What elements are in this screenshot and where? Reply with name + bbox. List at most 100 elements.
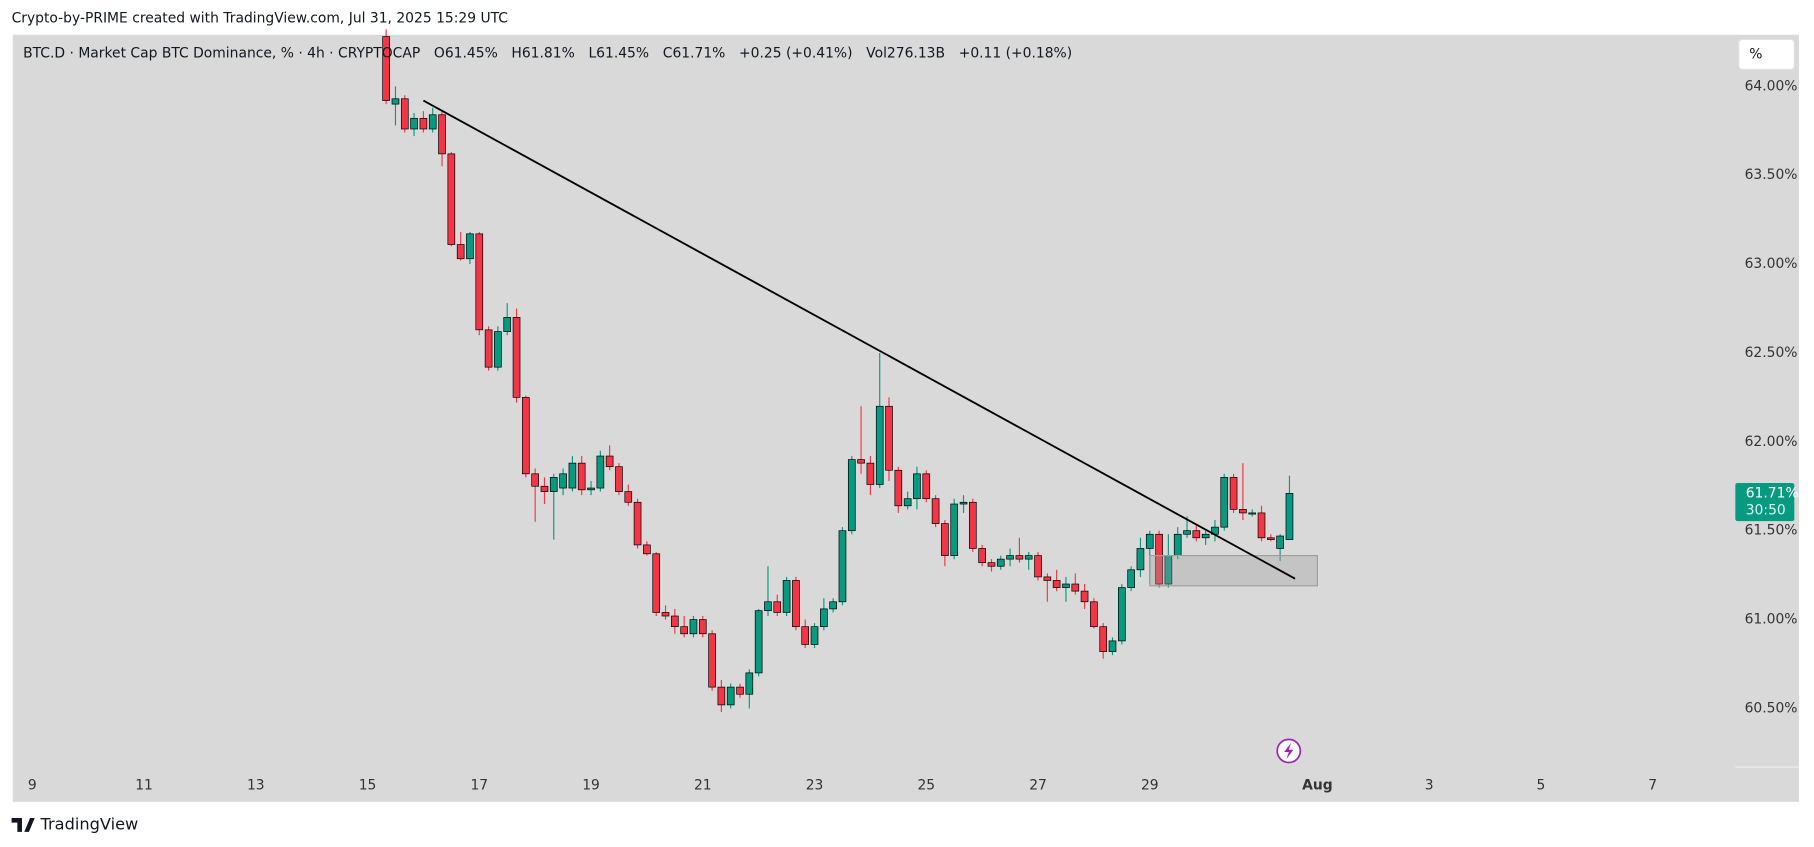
candle-body bbox=[736, 686, 744, 695]
candle-body bbox=[950, 503, 959, 556]
candle-body bbox=[894, 469, 903, 507]
candle-body bbox=[661, 612, 670, 617]
y-tick-label: 61.00% bbox=[1745, 612, 1798, 628]
candle-body bbox=[382, 36, 390, 101]
x-tick-label: 7 bbox=[1648, 778, 1657, 794]
candle-body bbox=[410, 117, 418, 130]
candle-body bbox=[1145, 533, 1154, 549]
candle-body bbox=[503, 317, 512, 332]
candle-body bbox=[1034, 555, 1042, 578]
candle-body bbox=[466, 233, 474, 260]
candle-body bbox=[1024, 555, 1033, 560]
legend-open: O61.45% bbox=[434, 45, 498, 61]
candle-body bbox=[847, 459, 856, 532]
x-tick-label: 25 bbox=[917, 778, 935, 794]
legend-low: L61.45% bbox=[588, 45, 649, 61]
candle-body bbox=[475, 233, 484, 331]
candle-body bbox=[708, 633, 716, 688]
candle-body bbox=[885, 405, 893, 471]
candle-body bbox=[810, 626, 819, 645]
candle-body bbox=[624, 491, 633, 503]
candle-body bbox=[1276, 535, 1284, 549]
candle-body bbox=[512, 317, 521, 398]
candle-body bbox=[1090, 601, 1098, 628]
candle-body bbox=[540, 485, 549, 492]
candle-body bbox=[587, 487, 595, 491]
x-tick-label: 21 bbox=[694, 778, 712, 794]
unit-button-label[interactable]: % bbox=[1749, 46, 1762, 62]
candle-body bbox=[484, 329, 493, 368]
candle-body bbox=[1173, 533, 1182, 556]
x-tick-label: 11 bbox=[135, 778, 153, 794]
candle-body bbox=[866, 462, 875, 485]
legend-volume: Vol276.13B bbox=[866, 45, 945, 61]
candle-body bbox=[549, 477, 558, 492]
candle-body bbox=[838, 530, 847, 603]
candle-body bbox=[875, 405, 884, 485]
footer-brand: TradingView bbox=[39, 814, 138, 833]
candle-body bbox=[773, 601, 782, 613]
x-tick-label: 29 bbox=[1141, 778, 1159, 794]
candle-body bbox=[829, 601, 837, 610]
candle-body bbox=[1108, 640, 1117, 652]
candle-body bbox=[1229, 477, 1238, 510]
zone-rectangle bbox=[1149, 555, 1318, 587]
candle-body bbox=[1248, 512, 1257, 515]
candle-body bbox=[820, 608, 828, 628]
y-tick-label: 61.50% bbox=[1745, 523, 1798, 539]
x-tick-label: 13 bbox=[247, 778, 265, 794]
candle-body bbox=[913, 473, 921, 500]
candle-body bbox=[568, 462, 577, 489]
candle-body bbox=[1099, 626, 1108, 652]
candle-body bbox=[1155, 533, 1163, 585]
candle-body bbox=[680, 626, 688, 635]
candle-body bbox=[782, 580, 791, 613]
candle-body bbox=[447, 153, 456, 245]
candle-body bbox=[959, 501, 968, 505]
candle-body bbox=[1062, 583, 1070, 588]
logo bbox=[11, 817, 35, 832]
candle-body bbox=[1127, 569, 1135, 588]
candle-body bbox=[1239, 509, 1247, 514]
candle-body bbox=[1080, 590, 1089, 603]
last-price-box bbox=[1735, 482, 1795, 522]
candle-body bbox=[745, 672, 754, 695]
candle-body bbox=[792, 580, 800, 628]
x-tick-label: 17 bbox=[470, 778, 488, 794]
candle-body bbox=[689, 619, 698, 635]
candle-body bbox=[978, 548, 986, 564]
candle-body bbox=[698, 619, 707, 635]
candle-body bbox=[633, 501, 642, 546]
candle-body bbox=[754, 610, 763, 674]
candle-body bbox=[764, 601, 772, 612]
candle-body bbox=[559, 473, 567, 489]
x-tick-label: 15 bbox=[359, 778, 377, 794]
candle-body bbox=[1006, 555, 1014, 560]
x-tick-label: 23 bbox=[806, 778, 824, 794]
legend-high: H61.81% bbox=[511, 45, 574, 61]
plot-area bbox=[382, 29, 1318, 712]
last-price-label: 61.71% bbox=[1746, 485, 1799, 501]
candle-body bbox=[456, 244, 465, 260]
x-tick-label: 9 bbox=[28, 778, 37, 794]
candle-body bbox=[1192, 530, 1201, 539]
candle-body bbox=[903, 498, 912, 507]
trendline bbox=[422, 99, 1296, 580]
alert-bolt bbox=[1284, 742, 1294, 759]
candle-body bbox=[1201, 533, 1210, 539]
candle-body bbox=[941, 523, 949, 556]
y-tick-label: 63.00% bbox=[1745, 256, 1798, 272]
candle-body bbox=[671, 615, 679, 628]
candle-body bbox=[1043, 576, 1052, 581]
candle-body bbox=[922, 473, 931, 500]
candle-body bbox=[652, 553, 661, 613]
unit-button[interactable] bbox=[1738, 38, 1795, 71]
y-tick-label: 62.00% bbox=[1745, 434, 1798, 450]
candle-body bbox=[615, 466, 623, 492]
candle-body bbox=[857, 459, 865, 464]
x-tick-label: 19 bbox=[582, 778, 600, 794]
legend-close: C61.71% bbox=[663, 45, 726, 61]
candle-body bbox=[1071, 583, 1080, 592]
y-tick-label: 64.00% bbox=[1745, 78, 1798, 94]
